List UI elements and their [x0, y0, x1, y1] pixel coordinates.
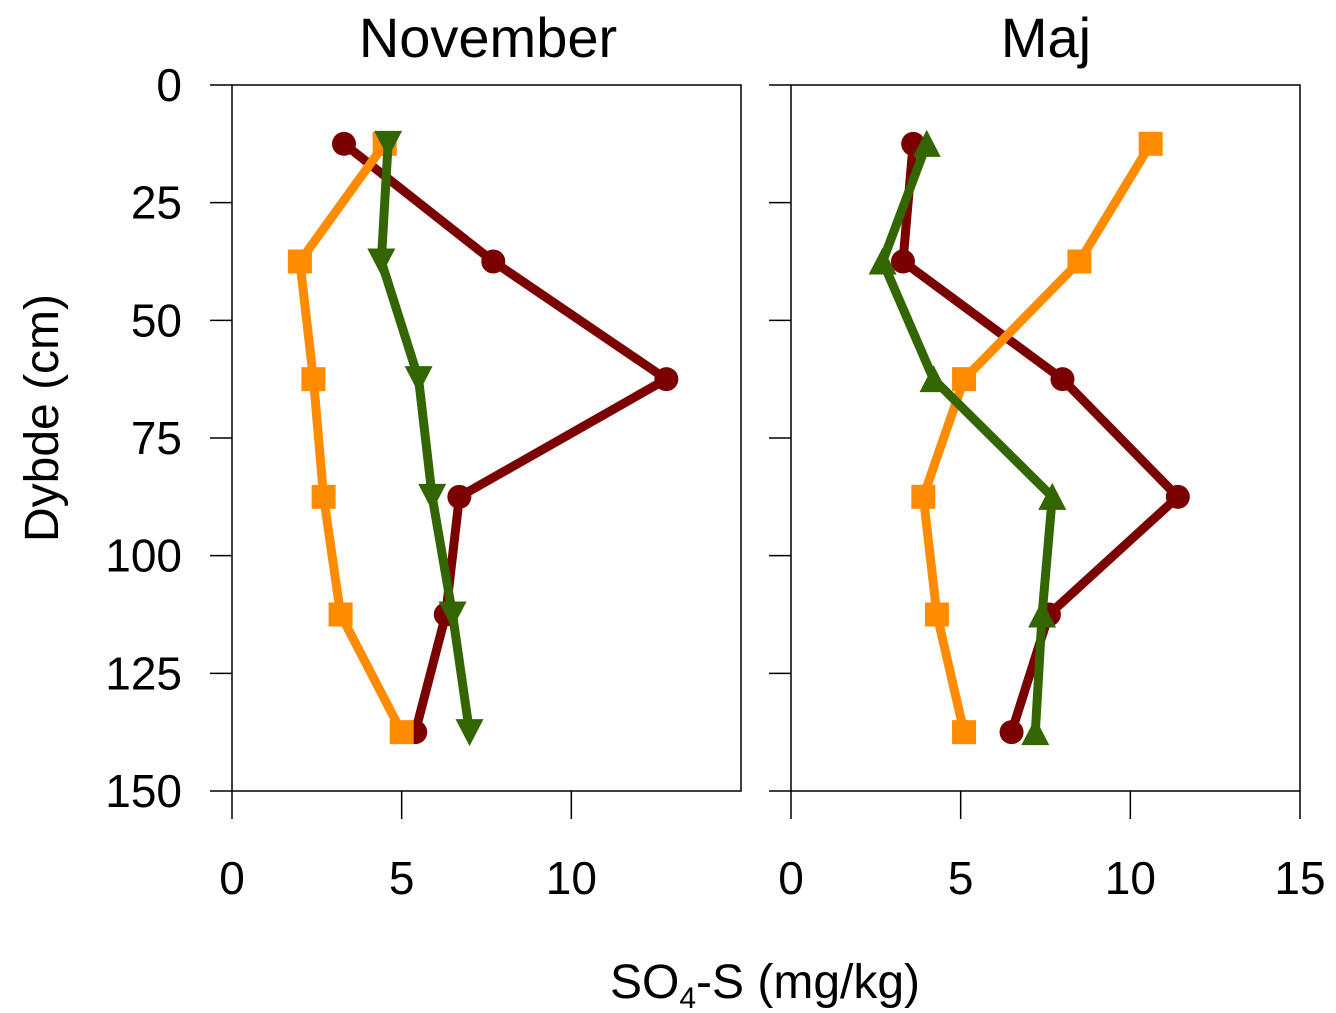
y-axis-title: Dybde (cm) — [16, 294, 69, 542]
x-tick-label: 5 — [948, 852, 974, 904]
data-point-circle — [890, 249, 915, 274]
data-point-square — [389, 720, 414, 745]
x-tick-label: 0 — [778, 852, 804, 904]
x-axis-november: 0 5 10 — [219, 791, 597, 904]
data-point-circle — [481, 249, 506, 274]
x-tick-label: 10 — [546, 852, 597, 904]
x-tick-label: 0 — [219, 852, 245, 904]
data-point-circle — [1050, 367, 1075, 392]
data-point-circle — [999, 720, 1024, 745]
series-line-triangle-down — [376, 143, 474, 733]
data-point-square — [287, 249, 312, 274]
data-point-square — [952, 367, 977, 392]
data-point-circle — [1165, 484, 1190, 509]
data-point-triangle-up — [1038, 482, 1067, 510]
y-tick-label: 50 — [131, 294, 182, 346]
data-point-triangle-up — [912, 129, 941, 157]
data-point-triangle-up — [919, 365, 948, 393]
y-axis-maj — [769, 84, 791, 792]
data-point-triangle-down — [374, 130, 403, 158]
plot-frame-maj — [790, 84, 1301, 792]
panel-title-november: November — [359, 6, 617, 69]
panel-november: November 0 25 50 75 100 125 150 0 5 10 — [105, 6, 742, 904]
data-point-square — [911, 484, 936, 509]
data-point-square — [301, 367, 326, 392]
data-point-triangle-up — [868, 247, 897, 275]
y-tick-label: 75 — [131, 412, 182, 464]
data-point-square — [1138, 131, 1163, 156]
x-axis-title-main: SO — [610, 956, 679, 1009]
panel-title-maj: Maj — [1001, 6, 1091, 69]
panel-maj: Maj 0 5 10 15 — [769, 6, 1326, 904]
y-tick-label: 150 — [105, 765, 182, 817]
x-axis-maj: 0 5 10 15 — [778, 791, 1326, 904]
data-point-triangle-down — [455, 719, 484, 747]
data-point-circle — [654, 367, 679, 392]
data-point-square — [311, 484, 336, 509]
series-layer-november — [287, 130, 679, 747]
y-tick-label: 25 — [131, 177, 182, 229]
series-line-square — [295, 141, 406, 735]
series-line-triangle-up — [878, 142, 1057, 733]
data-point-triangle-down — [367, 248, 396, 276]
x-axis-title: SO4-S (mg/kg) — [610, 956, 920, 1013]
x-tick-label: 15 — [1274, 852, 1325, 904]
data-point-square — [1067, 249, 1092, 274]
series-line-circle — [341, 140, 671, 734]
data-point-square — [328, 602, 353, 627]
series-layer-maj — [868, 129, 1190, 746]
data-point-triangle-up — [1028, 600, 1057, 628]
data-point-triangle-down — [404, 366, 433, 394]
data-point-triangle-down — [418, 483, 447, 511]
data-point-square — [924, 602, 949, 627]
y-tick-label: 125 — [105, 647, 182, 699]
y-tick-label: 100 — [105, 530, 182, 582]
data-point-triangle-down — [438, 601, 467, 629]
x-axis-title-suffix: -S (mg/kg) — [696, 956, 920, 1009]
data-point-square — [952, 720, 977, 745]
y-tick-label: 0 — [156, 59, 182, 111]
x-tick-label: 10 — [1105, 852, 1156, 904]
data-point-circle — [331, 131, 356, 156]
y-axis-november: 0 25 50 75 100 125 150 — [105, 59, 232, 817]
x-tick-label: 5 — [389, 852, 415, 904]
plot-frame-november — [231, 84, 742, 792]
data-point-triangle-up — [1021, 718, 1050, 746]
data-point-circle — [447, 484, 472, 509]
series-line-square — [918, 141, 1155, 734]
x-axis-title-subscript: 4 — [679, 982, 696, 1013]
